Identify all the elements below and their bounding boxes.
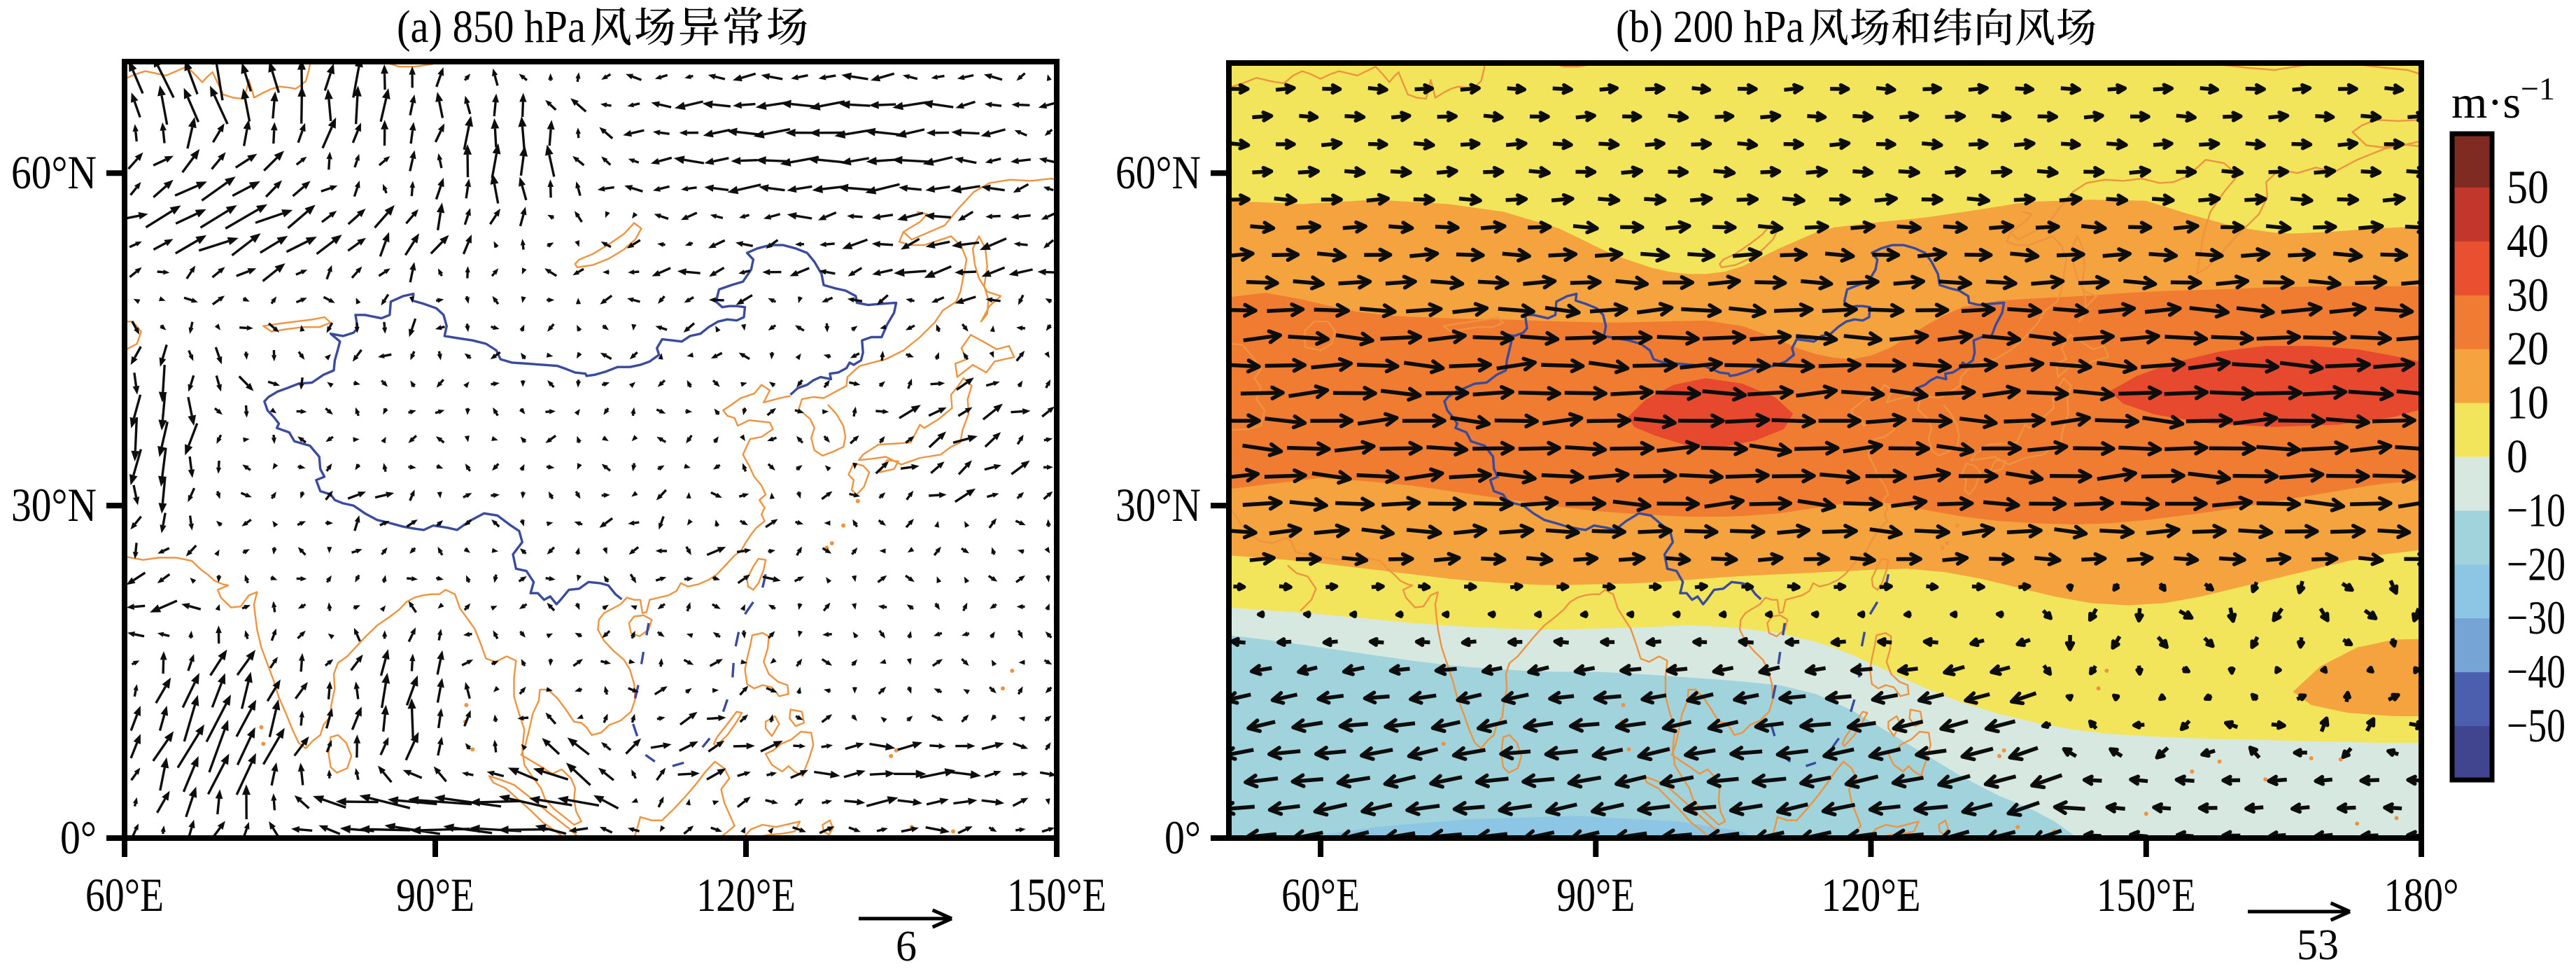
svg-text:(a) 850 hPa: (a) 850 hPa — [397, 1, 586, 53]
svg-text:40: 40 — [2507, 214, 2549, 267]
svg-text:30: 30 — [2507, 268, 2549, 321]
svg-text:30°N: 30°N — [11, 478, 97, 531]
svg-text:53: 53 — [2297, 921, 2339, 965]
svg-text:0°: 0° — [1164, 811, 1201, 864]
svg-text:60°E: 60°E — [1281, 868, 1360, 921]
svg-text:−40: −40 — [2507, 645, 2566, 698]
svg-text:−20: −20 — [2507, 537, 2566, 590]
svg-text:120°E: 120°E — [1822, 868, 1921, 921]
svg-text:0: 0 — [2507, 430, 2528, 483]
svg-text:60°N: 60°N — [1115, 146, 1201, 199]
svg-text:50: 50 — [2507, 160, 2549, 214]
svg-text:−10: −10 — [2507, 483, 2566, 536]
svg-text:0°: 0° — [60, 811, 97, 864]
svg-text:10: 10 — [2507, 376, 2549, 429]
svg-text:60°N: 60°N — [11, 146, 97, 199]
svg-text:30°N: 30°N — [1115, 478, 1201, 531]
svg-text:(b) 200 hPa: (b) 200 hPa — [1616, 1, 1804, 53]
svg-text:20: 20 — [2507, 322, 2549, 375]
svg-text:120°E: 120°E — [696, 868, 796, 921]
svg-text:60°E: 60°E — [85, 868, 164, 921]
svg-text:−50: −50 — [2507, 699, 2566, 752]
svg-text:6: 6 — [896, 923, 917, 965]
svg-text:90°E: 90°E — [1556, 868, 1635, 921]
svg-text:90°E: 90°E — [396, 868, 474, 921]
svg-text:180°: 180° — [2384, 868, 2459, 921]
svg-text:150°E: 150°E — [2097, 868, 2196, 921]
svg-text:150°E: 150°E — [1007, 868, 1106, 921]
svg-text:−30: −30 — [2507, 591, 2566, 644]
